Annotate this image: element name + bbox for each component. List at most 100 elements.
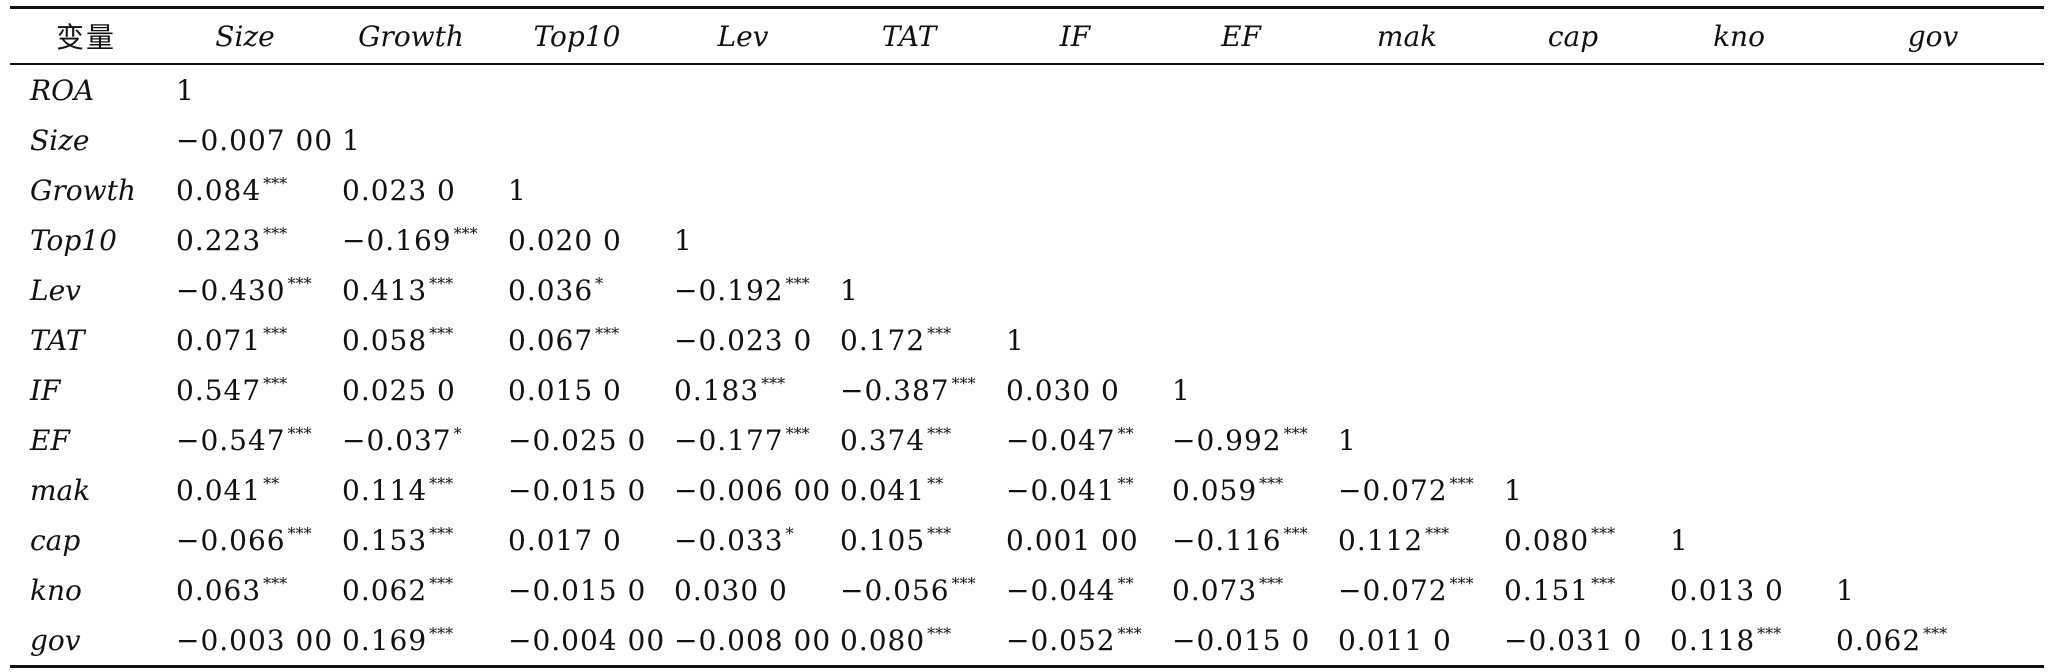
table-cell bbox=[1490, 165, 1656, 215]
significance-marker: *** bbox=[287, 274, 312, 294]
table-cell bbox=[826, 165, 992, 215]
table-cell: 0.172 *** bbox=[826, 315, 992, 365]
table-cell: 0.015 0 bbox=[494, 365, 660, 415]
table-cell: −0.015 0 bbox=[494, 465, 660, 515]
significance-marker: ** bbox=[1117, 424, 1134, 444]
row-label: TAT bbox=[30, 323, 85, 357]
significance-marker: *** bbox=[785, 424, 810, 444]
cell-value: 0.015 0 bbox=[508, 373, 622, 407]
table-cell: −0.116 *** bbox=[1158, 515, 1324, 565]
table-cell bbox=[992, 215, 1158, 265]
table-cell bbox=[1822, 465, 2044, 515]
cell-value: −0.547 bbox=[176, 423, 286, 457]
table-cell: 1 bbox=[1490, 465, 1656, 515]
significance-marker: * bbox=[453, 424, 462, 444]
header-gov: gov bbox=[1907, 19, 1959, 53]
table-cell: −0.430 *** bbox=[162, 265, 328, 315]
cell-value: −0.052 bbox=[1006, 623, 1116, 657]
table-cell bbox=[1656, 215, 1822, 265]
table-cell bbox=[1324, 215, 1490, 265]
cell-value: 0.114 bbox=[342, 473, 428, 507]
table-cell bbox=[328, 64, 494, 115]
table-cell: 0.114 *** bbox=[328, 465, 494, 515]
table-cell: 0.374 *** bbox=[826, 415, 992, 465]
cell-value: −0.003 00 bbox=[176, 623, 334, 657]
table-cell bbox=[826, 64, 992, 115]
significance-marker: *** bbox=[1259, 574, 1284, 594]
table-cell: 0.067 *** bbox=[494, 315, 660, 365]
cell-value: 0.080 bbox=[1504, 523, 1590, 557]
cell-value: 1 bbox=[674, 223, 693, 257]
table-cell bbox=[1490, 215, 1656, 265]
table-cell bbox=[1158, 315, 1324, 365]
table-cell: 0.058 *** bbox=[328, 315, 494, 365]
cell-value: −0.387 bbox=[840, 373, 950, 407]
table-cell: −0.033 * bbox=[660, 515, 826, 565]
row-label: gov bbox=[30, 623, 81, 657]
table-cell: 0.013 0 bbox=[1656, 565, 1822, 615]
table-cell: 0.071 *** bbox=[162, 315, 328, 365]
cell-value: 1 bbox=[176, 73, 195, 107]
cell-value: −0.177 bbox=[674, 423, 784, 457]
cell-value: 1 bbox=[1504, 473, 1523, 507]
table-cell bbox=[1324, 115, 1490, 165]
row-label: ROA bbox=[30, 73, 95, 107]
significance-marker: * bbox=[595, 274, 604, 294]
significance-marker: ** bbox=[927, 474, 944, 494]
row-label: Lev bbox=[30, 273, 81, 307]
table-cell bbox=[1656, 365, 1822, 415]
cell-value: 1 bbox=[1172, 373, 1191, 407]
significance-marker: *** bbox=[429, 624, 454, 644]
cell-value: 0.025 0 bbox=[342, 373, 456, 407]
cell-value: 0.020 0 bbox=[508, 223, 622, 257]
table-cell: −0.066 *** bbox=[162, 515, 328, 565]
table-cell: −0.007 00 bbox=[162, 115, 332, 165]
table-cell bbox=[1324, 365, 1490, 415]
cell-value: −0.044 bbox=[1006, 573, 1116, 607]
significance-marker: *** bbox=[761, 374, 786, 394]
table-cell: 0.118 *** bbox=[1656, 615, 1822, 667]
cell-value: −0.015 0 bbox=[1172, 623, 1311, 657]
row-label: Top10 bbox=[30, 223, 117, 257]
table-cell: 0.023 0 bbox=[328, 165, 494, 215]
table-row: IF 0.547 *** 0.025 0 0.015 0 0.183 *** −0.387 **… bbox=[10, 365, 2044, 415]
table-cell bbox=[1656, 64, 1822, 115]
cell-value: 0.001 00 bbox=[1006, 523, 1139, 557]
cell-value: −0.056 bbox=[840, 573, 950, 607]
cell-value: −0.023 0 bbox=[674, 323, 813, 357]
table-cell: 1 bbox=[660, 215, 826, 265]
cell-value: −0.025 0 bbox=[508, 423, 647, 457]
cell-value: −0.015 0 bbox=[508, 473, 647, 507]
table-cell bbox=[1490, 365, 1656, 415]
table-cell bbox=[1656, 415, 1822, 465]
table-cell: 0.153 *** bbox=[328, 515, 494, 565]
table-cell: −0.003 00 bbox=[162, 615, 332, 667]
correlation-table: 变量 Size Growth Top10 Lev TAT IF EF mak cap kno gov … bbox=[10, 6, 2044, 668]
table-cell: 0.041 ** bbox=[162, 465, 328, 515]
row-label: EF bbox=[30, 423, 70, 457]
significance-marker: *** bbox=[287, 424, 312, 444]
cell-value: −0.066 bbox=[176, 523, 286, 557]
cell-value: 0.013 0 bbox=[1670, 573, 1784, 607]
table-cell bbox=[1324, 165, 1490, 215]
table-cell: −0.006 00 bbox=[660, 465, 830, 515]
significance-marker: *** bbox=[1449, 574, 1474, 594]
row-label: Growth bbox=[30, 173, 136, 207]
cell-value: −0.037 bbox=[342, 423, 452, 457]
header-cap: cap bbox=[1547, 19, 1599, 53]
table-cell: 0.011 0 bbox=[1324, 615, 1490, 667]
header-tat: TAT bbox=[881, 19, 937, 53]
cell-value: −0.992 bbox=[1172, 423, 1282, 457]
table-cell bbox=[1656, 115, 1822, 165]
table-cell: −0.992 *** bbox=[1158, 415, 1324, 465]
table-cell bbox=[1324, 265, 1490, 315]
cell-value: −0.015 0 bbox=[508, 573, 647, 607]
table-cell: 0.017 0 bbox=[494, 515, 660, 565]
table-cell: −0.004 00 bbox=[494, 615, 664, 667]
significance-marker: *** bbox=[927, 424, 952, 444]
table-cell: 1 bbox=[328, 115, 494, 165]
table-cell: −0.169 *** bbox=[328, 215, 494, 265]
table-cell: −0.177 *** bbox=[660, 415, 826, 465]
table-row: Size −0.007 00 1 bbox=[10, 115, 2044, 165]
